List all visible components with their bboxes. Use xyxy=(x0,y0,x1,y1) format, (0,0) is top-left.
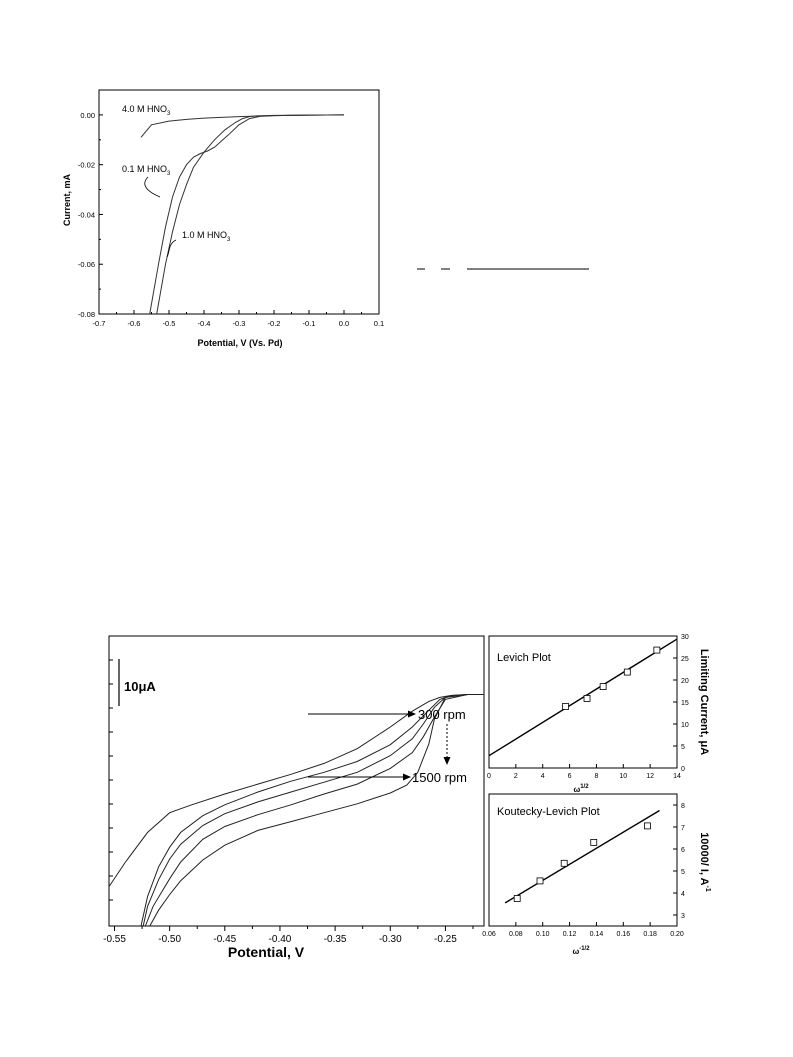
c3-x-tick-label: 14 xyxy=(673,773,681,780)
c1-arrow-1m xyxy=(166,239,177,258)
c3-x-tick-label: 12 xyxy=(646,773,654,780)
c3-y-tick-label: 20 xyxy=(681,678,689,685)
c4-data-point xyxy=(644,822,651,830)
c3-y-tick-label: 30 xyxy=(681,634,689,641)
c1-arrow-0p1m xyxy=(144,176,161,198)
c1-x-axis-label: Potential, V (Vs. Pd) xyxy=(197,338,282,348)
c2-arrowhead-1500 xyxy=(403,773,411,781)
c3-data-point xyxy=(583,695,591,702)
c1-x-tick-label: -0.5 xyxy=(163,319,176,328)
c3-data-point xyxy=(653,646,661,654)
c1-x-tick-label: 0.0 xyxy=(339,319,349,328)
c1-x-tick-label: -0.4 xyxy=(198,319,211,328)
c1-x-tick-label: 0.1 xyxy=(374,319,384,328)
c1-plot-frame xyxy=(98,89,380,315)
c1-y-axis-label: Current, mA xyxy=(62,174,72,227)
c2-series-line-2 xyxy=(142,694,484,927)
c2-series-line-4 xyxy=(149,694,484,927)
c4-data-point xyxy=(560,859,568,867)
c2-dotted-arrowhead xyxy=(443,757,451,765)
c4-x-tick-label: 0.20 xyxy=(670,931,684,938)
c2-plot-frame xyxy=(108,635,485,927)
c4-x-tick-label: 0.14 xyxy=(590,931,604,938)
c3-y-axis-label: Limiting Current, μA xyxy=(698,649,710,755)
c3-data-point xyxy=(562,703,569,710)
c4-data-point xyxy=(513,895,521,902)
c1-x-tick-label: -0.6 xyxy=(128,319,141,328)
c2-label-300rpm: 300 rpm xyxy=(418,707,466,722)
c1-y-tick-label: 0.00 xyxy=(80,111,95,120)
c2-x-tick-label: -0.25 xyxy=(434,934,457,945)
rde-chart: -0.55 -0.50 -0.45 -0.40 -0.35 -0.30 -0.25 Pote… xyxy=(103,635,485,960)
c2-x-tick-label: -0.55 xyxy=(103,934,126,945)
c1-x-tick-label: -0.7 xyxy=(93,319,106,328)
c1-label-1m: 1.0 M HNO3 xyxy=(182,230,231,243)
nitric-acid-chart: -0.7 -0.6 -0.5 -0.4 -0.3 -0.2 -0.1 0.0 0.1 0.00 -… xyxy=(62,89,384,348)
c4-x-tick-label: 0.16 xyxy=(616,931,630,938)
levich-chart: 0 2 4 6 8 10 12 14 0 5 10 15 20 25 30 Levich Plot ω1/… xyxy=(487,634,710,794)
c4-y-axis-label: 10000/ I, A-1 xyxy=(698,832,711,892)
c1-x-tick-label: -0.1 xyxy=(303,319,316,328)
c1-label-0p1m: 0.1 M HNO3 xyxy=(122,164,171,177)
c1-y-tick-label: -0.06 xyxy=(78,260,95,269)
c1-y-tick-label: -0.02 xyxy=(78,161,95,170)
c4-x-tick-label: 0.08 xyxy=(509,931,523,938)
c1-y-tick-label: -0.04 xyxy=(78,210,95,219)
c2-x-tick-label: -0.40 xyxy=(269,934,292,945)
c3-title: Levich Plot xyxy=(497,652,551,664)
c2-arrowhead-300 xyxy=(408,710,416,718)
c1-series-line-2 xyxy=(156,114,345,315)
c3-y-tick-label: 10 xyxy=(681,722,689,729)
c3-fit-line xyxy=(488,638,678,757)
c4-x-tick-label: 0.12 xyxy=(563,931,577,938)
c1-x-tick-label: -0.2 xyxy=(268,319,281,328)
c3-x-tick-label: 6 xyxy=(568,773,572,780)
c4-data-point xyxy=(536,877,544,885)
c4-title: Koutecky-Levich Plot xyxy=(497,806,600,818)
c4-x-tick-label: 0.18 xyxy=(643,931,657,938)
c1-label-4m: 4.0 M HNO3 xyxy=(122,104,171,117)
c2-series-line-1 xyxy=(140,694,484,927)
c2-x-axis-label: Potential, V xyxy=(228,944,305,960)
c3-x-tick-label: 10 xyxy=(619,773,627,780)
c2-series-line-3 xyxy=(144,694,484,927)
c3-x-tick-label: 8 xyxy=(594,773,598,780)
c4-y-tick-label: 7 xyxy=(681,825,685,832)
c3-data-point xyxy=(599,683,607,690)
c2-scale-bar-label: 10μA xyxy=(124,679,156,694)
c1-x-tick-label: -0.3 xyxy=(233,319,246,328)
koutecky-levich-chart: 0.06 0.08 0.10 0.12 0.14 0.16 0.18 0.20 345678 … xyxy=(482,793,711,956)
c4-x-tick-label: 0.10 xyxy=(536,931,550,938)
c1-y-tick-label: -0.08 xyxy=(78,310,95,319)
c1-series-line-1 xyxy=(149,114,345,315)
c4-plot-frame xyxy=(488,793,678,927)
c4-y-tick-label: 6 xyxy=(681,847,685,854)
c3-y-tick-label: 0 xyxy=(681,766,685,773)
c3-y-tick-label: 15 xyxy=(681,700,689,707)
c2-series-line-0 xyxy=(108,694,484,887)
c4-x-axis-label: ω-1/2 xyxy=(572,946,590,956)
c3-x-tick-label: 0 xyxy=(487,773,491,780)
c2-x-tick-label: -0.30 xyxy=(379,934,402,945)
c3-x-tick-label: 4 xyxy=(541,773,545,780)
c3-data-point xyxy=(623,668,631,676)
c2-x-tick-label: -0.50 xyxy=(158,934,181,945)
c2-label-1500rpm: 1500 rpm xyxy=(412,770,467,785)
c4-y-tick-label: 3 xyxy=(681,913,685,920)
c3-x-axis-label: ω1/2 xyxy=(573,784,589,794)
c3-x-tick-label: 2 xyxy=(514,773,518,780)
c4-y-tick-label: 5 xyxy=(681,869,685,876)
c2-x-tick-label: -0.45 xyxy=(213,934,236,945)
c2-x-tick-label: -0.35 xyxy=(324,934,347,945)
c4-fit-line xyxy=(504,809,660,904)
c4-x-tick-label: 0.06 xyxy=(482,931,496,938)
c3-y-tick-label: 25 xyxy=(681,656,689,663)
c3-y-tick-label: 5 xyxy=(681,744,685,751)
c4-y-tick-label: 4 xyxy=(681,891,685,898)
c4-data-point xyxy=(590,839,598,846)
c4-y-tick-label: 8 xyxy=(681,803,685,810)
